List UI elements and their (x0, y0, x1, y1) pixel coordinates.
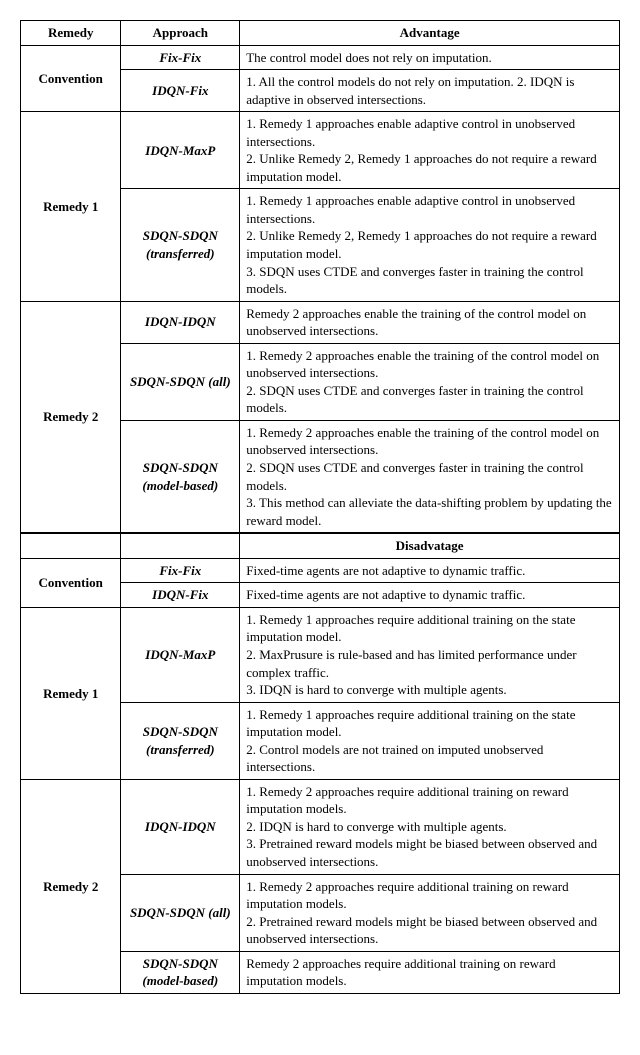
dis-idqnmaxp: 1. Remedy 1 approaches require additiona… (240, 607, 620, 702)
adv-sdqntransferred: 1. Remedy 1 approaches enable adaptive c… (240, 189, 620, 301)
remedy-convention: Convention (21, 45, 121, 112)
approach-sdqnall: SDQN-SDQN (all) (121, 343, 240, 420)
remedy-convention-dis: Convention (21, 558, 121, 607)
header-remedy: Remedy (21, 21, 121, 46)
dis-idqnidqn: 1. Remedy 2 approaches require additiona… (240, 779, 620, 874)
approach-idqnmaxp: IDQN-MaxP (121, 112, 240, 189)
dis-sdqnmodel: Remedy 2 approaches require additional t… (240, 951, 620, 993)
approach-sdqntransferred-dis: SDQN-SDQN (transferred) (121, 702, 240, 779)
comparison-table: Remedy Approach Advantage Convention Fix… (20, 20, 620, 994)
header-approach: Approach (121, 21, 240, 46)
header-advantage: Advantage (240, 21, 620, 46)
remedy-2: Remedy 2 (21, 301, 121, 533)
approach-sdqnall-dis: SDQN-SDQN (all) (121, 874, 240, 951)
blank-approach (121, 533, 240, 558)
approach-idqnfix: IDQN-Fix (121, 70, 240, 112)
approach-idqnidqn: IDQN-IDQN (121, 301, 240, 343)
blank-remedy (21, 533, 121, 558)
approach-idqnidqn-dis: IDQN-IDQN (121, 779, 240, 874)
adv-idqnmaxp: 1. Remedy 1 approaches enable adaptive c… (240, 112, 620, 189)
adv-idqnidqn: Remedy 2 approaches enable the training … (240, 301, 620, 343)
header-disadvantage: Disadvatage (240, 533, 620, 558)
approach-sdqnmodel: SDQN-SDQN (model-based) (121, 420, 240, 533)
dis-fixfix: Fixed-time agents are not adaptive to dy… (240, 558, 620, 583)
adv-sdqnall: 1. Remedy 2 approaches enable the traini… (240, 343, 620, 420)
adv-idqnfix: 1. All the control models do not rely on… (240, 70, 620, 112)
remedy-1-dis: Remedy 1 (21, 607, 121, 779)
adv-fixfix: The control model does not rely on imput… (240, 45, 620, 70)
adv-sdqnmodel: 1. Remedy 2 approaches enable the traini… (240, 420, 620, 533)
approach-fixfix-dis: Fix-Fix (121, 558, 240, 583)
approach-fixfix: Fix-Fix (121, 45, 240, 70)
dis-sdqntransferred: 1. Remedy 1 approaches require additiona… (240, 702, 620, 779)
dis-idqnfix: Fixed-time agents are not adaptive to dy… (240, 583, 620, 608)
remedy-2-dis: Remedy 2 (21, 779, 121, 993)
approach-idqnfix-dis: IDQN-Fix (121, 583, 240, 608)
dis-sdqnall: 1. Remedy 2 approaches require additiona… (240, 874, 620, 951)
approach-sdqntransferred: SDQN-SDQN (transferred) (121, 189, 240, 301)
approach-sdqnmodel-dis: SDQN-SDQN (model-based) (121, 951, 240, 993)
approach-idqnmaxp-dis: IDQN-MaxP (121, 607, 240, 702)
remedy-1: Remedy 1 (21, 112, 121, 301)
